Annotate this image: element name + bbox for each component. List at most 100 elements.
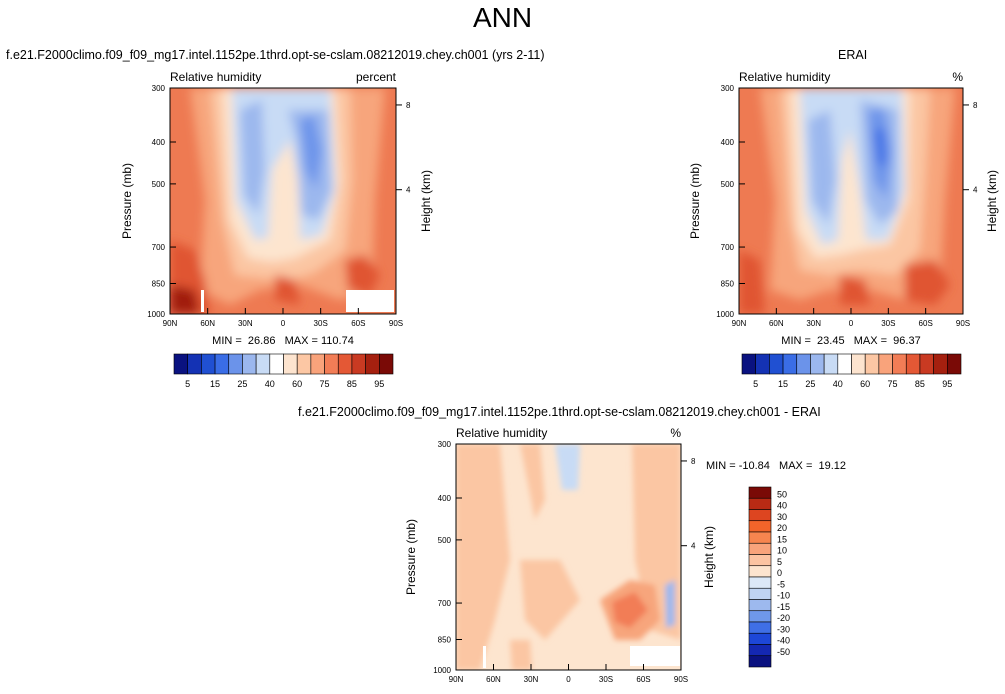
obs-colorbar-label: 40: [833, 379, 843, 389]
diff-colorbar-label: -10: [777, 591, 790, 601]
test-ylabel-right: Height (km): [419, 170, 433, 232]
test-ytick-label: 1000: [147, 310, 165, 319]
obs-xtick-label: 30N: [806, 319, 821, 328]
test-colorbar-box: [324, 353, 339, 375]
test-ytick-label: 400: [152, 138, 166, 147]
obs-ylabel: Pressure (mb): [688, 163, 702, 239]
test-plot-area: [169, 87, 397, 315]
test-colorbar-label: 40: [265, 379, 275, 389]
test-colorbar-label: 25: [237, 379, 247, 389]
test-colorbar-label: 60: [292, 379, 302, 389]
diff-colorbar-box: [748, 655, 772, 668]
test-colorbar-box: [310, 353, 325, 375]
test-height-tick-label: 4: [406, 186, 411, 195]
diff-xtick-label: 60S: [636, 675, 650, 684]
test-ytick-label: 850: [152, 279, 166, 288]
diff-colorbar-box: [748, 542, 772, 555]
obs-colorbar-label: 25: [805, 379, 815, 389]
diff-ytick-label: 300: [438, 440, 452, 449]
diff-colorbar-label: -30: [777, 624, 790, 634]
diff-colorbar-label: 40: [777, 501, 787, 511]
obs-colorbar-box: [769, 353, 784, 375]
test-xtick-label: 30N: [238, 319, 253, 328]
obs-ytick-label: 500: [721, 180, 735, 189]
diff-colorbar-box: [748, 520, 772, 533]
test-colorbar-box: [255, 353, 271, 375]
test-colorbar-label: 75: [320, 379, 330, 389]
obs-colorbar-label: 85: [915, 379, 925, 389]
obs-colorbar-box: [810, 353, 825, 375]
test-colorbar-label: 95: [374, 379, 384, 389]
obs-colorbar-box: [947, 353, 962, 375]
test-xtick-label: 30S: [314, 319, 328, 328]
obs-colorbar-box: [933, 353, 948, 375]
obs-colorbar-box: [864, 353, 880, 375]
diff-colorbar-box: [748, 587, 772, 600]
obs-ytick-label: 300: [721, 84, 735, 93]
diff-variable-label: Relative humidity: [456, 426, 547, 440]
diff-colorbar-box: [748, 610, 772, 623]
diff-colorbar-box: [748, 599, 772, 612]
diff-colorbar-box: [748, 565, 772, 578]
test-xtick-label: 0: [281, 319, 286, 328]
test-case-title: f.e21.F2000climo.f09_f09_mg17.intel.1152…: [6, 48, 545, 62]
diff-colorbar-label: -20: [777, 613, 790, 623]
diff-colorbar-box: [748, 644, 772, 657]
test-colorbar-box: [269, 353, 284, 375]
diff-colorbar-box: [748, 621, 772, 634]
obs-height-tick-label: 4: [973, 186, 978, 195]
test-colorbar-box: [242, 353, 257, 375]
test-colorbar-box: [283, 353, 298, 375]
obs-height-tick-label: 8: [973, 101, 978, 110]
diff-colorbar-label: -50: [777, 647, 790, 657]
diff-plot-area: [455, 443, 682, 671]
obs-ytick-label: 400: [721, 138, 735, 147]
diff-height-tick-label: 8: [691, 457, 696, 466]
obs-units-label: %: [952, 70, 963, 84]
test-colorbar-box: [379, 353, 394, 375]
obs-xtick-label: 0: [849, 319, 854, 328]
diff-colorbar-box: [748, 497, 772, 510]
test-colorbar-box: [228, 353, 243, 375]
diff-units-label: %: [670, 426, 681, 440]
page-title: ANN: [472, 2, 533, 33]
test-height-tick-label: 8: [406, 101, 411, 110]
obs-ytick-label: 1000: [716, 310, 734, 319]
test-colorbar-box: [201, 353, 216, 375]
test-xtick-label: 60S: [351, 319, 365, 328]
diff-colorbar-label: -15: [777, 602, 790, 612]
obs-colorbar-box: [837, 353, 852, 375]
diff-ytick-label: 850: [438, 635, 452, 644]
test-colorbar-label: 15: [210, 379, 220, 389]
diff-colorbar-label: -40: [777, 636, 790, 646]
obs-colorbar-label: 95: [942, 379, 952, 389]
diff-colorbar-box: [748, 531, 772, 544]
obs-xtick-label: 90S: [956, 319, 970, 328]
diff-xtick-label: 30N: [524, 675, 539, 684]
obs-case-title: ERAI: [838, 48, 868, 62]
diff-xtick-label: 30S: [599, 675, 613, 684]
obs-ylabel-right: Height (km): [985, 170, 999, 232]
test-variable-label: Relative humidity: [170, 70, 261, 84]
obs-colorbar-box: [892, 353, 907, 375]
obs-xtick-label: 60N: [769, 319, 784, 328]
diff-colorbar-label: 10: [777, 546, 787, 556]
diff-colorbar-label: 20: [777, 523, 787, 533]
diff-case-title: f.e21.F2000climo.f09_f09_mg17.intel.1152…: [298, 405, 821, 419]
diff-xtick-label: 90N: [449, 675, 464, 684]
obs-colorbar-label: 60: [860, 379, 870, 389]
diff-ytick-label: 500: [438, 536, 452, 545]
obs-ytick-label: 850: [721, 279, 735, 288]
obs-plot-area: [738, 87, 964, 315]
diff-colorbar-label: -5: [777, 579, 785, 589]
obs-colorbar-box: [741, 353, 756, 375]
diff-ylabel-right: Height (km): [702, 526, 716, 588]
obs-ytick-label: 700: [721, 243, 735, 252]
diff-xtick-label: 90S: [674, 675, 688, 684]
test-colorbar-box: [214, 353, 230, 375]
diff-colorbar-box: [748, 632, 772, 645]
obs-xtick-label: 90N: [732, 319, 747, 328]
test-colorbar-box: [187, 353, 202, 375]
diff-ylabel: Pressure (mb): [404, 519, 418, 595]
diff-colorbar-label: 0: [777, 568, 782, 578]
